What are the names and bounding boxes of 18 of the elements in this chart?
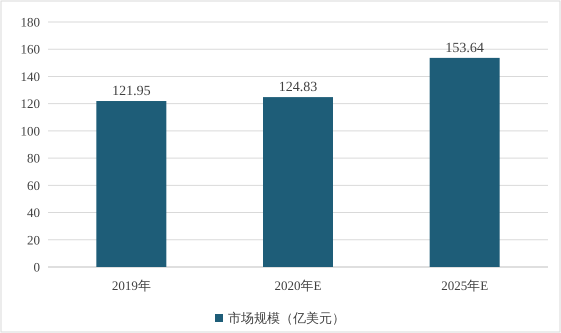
y-tick-label: 60 — [27, 178, 40, 193]
y-tick-label: 180 — [20, 14, 40, 30]
legend-label: 市场规模（亿美元） — [228, 310, 345, 326]
y-tick-label: 100 — [20, 123, 40, 138]
legend: 市场规模（亿美元） — [215, 312, 345, 326]
y-tick-label: 20 — [27, 232, 40, 248]
y-tick-label: 40 — [27, 205, 40, 220]
y-tick-label: 160 — [20, 42, 40, 57]
x-tick-label: 2020年E — [274, 278, 322, 293]
data-label: 124.83 — [278, 80, 318, 96]
y-tick-label: 80 — [27, 150, 40, 166]
y-tick-label: 120 — [20, 96, 40, 112]
x-tick-label: 2025年E — [441, 278, 488, 293]
y-tick-label: 140 — [20, 68, 40, 84]
data-label: 121.95 — [112, 84, 151, 100]
y-tick-label: 0 — [34, 260, 40, 274]
x-tick-label: 2019年 — [112, 278, 151, 293]
data-label: 153.64 — [445, 40, 484, 56]
